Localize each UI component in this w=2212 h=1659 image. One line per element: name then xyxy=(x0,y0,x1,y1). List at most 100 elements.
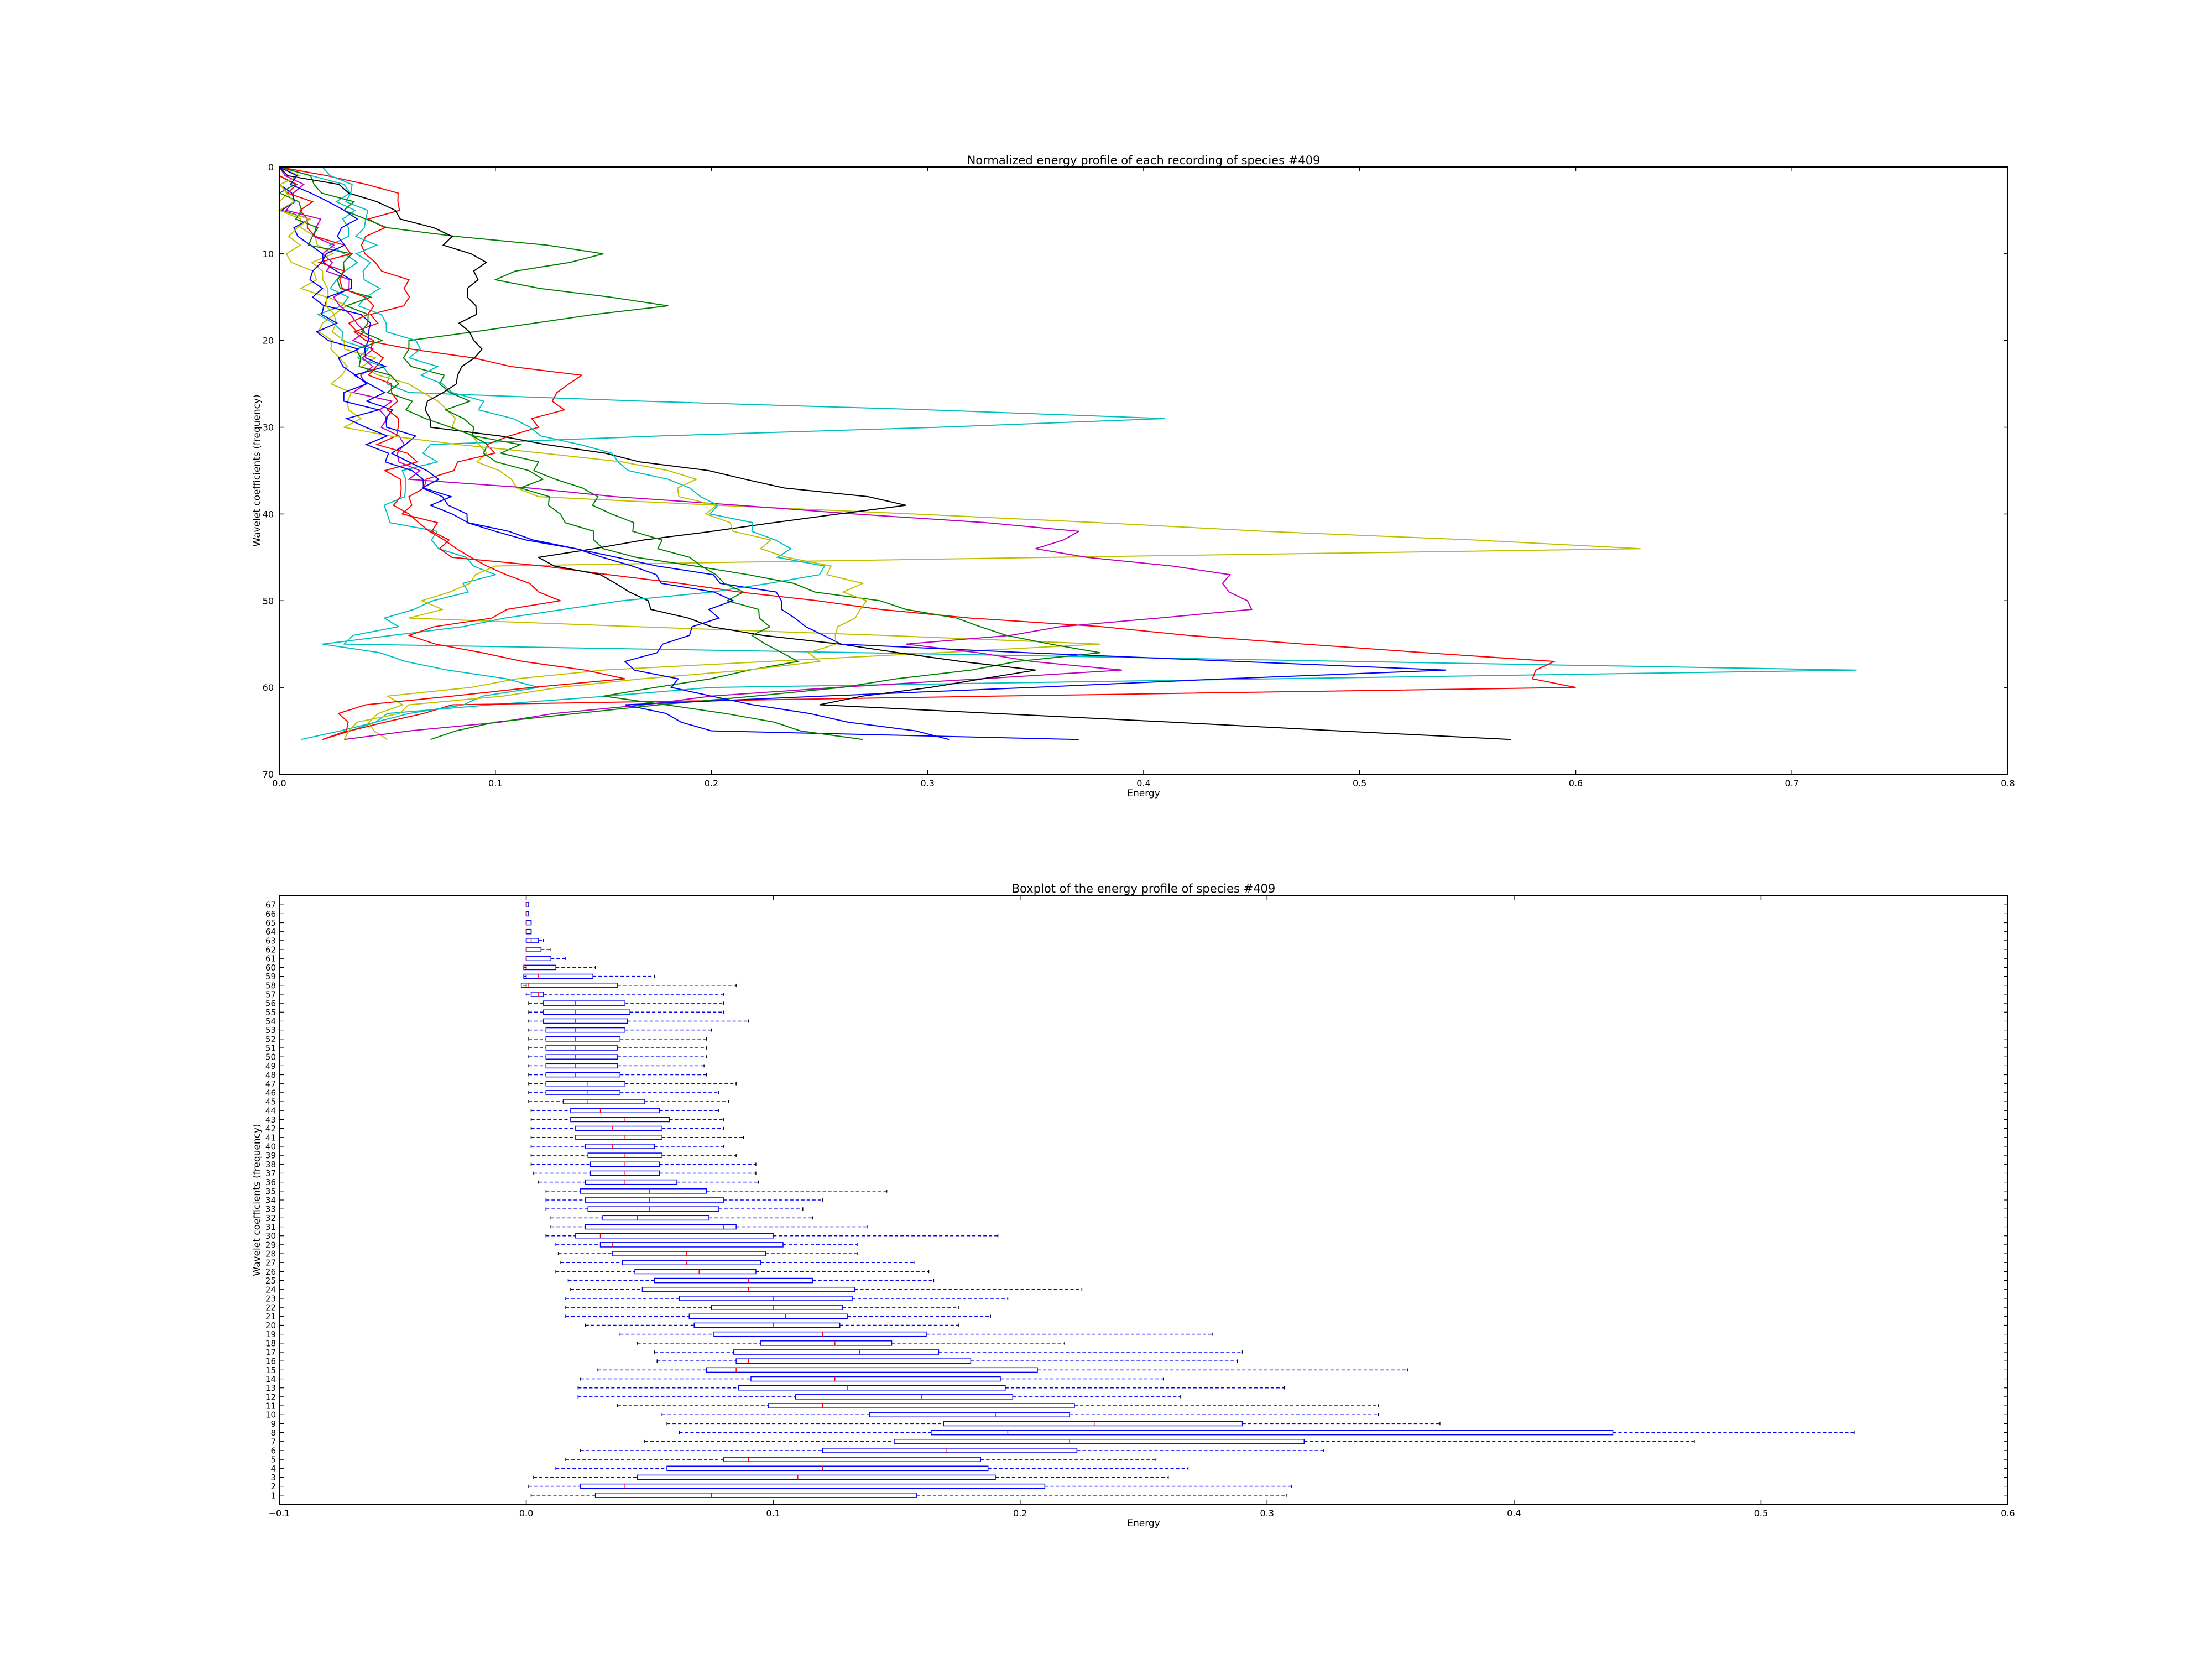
chart2-y-tick-label: 65 xyxy=(265,918,276,928)
chart1-y-tick-label: 20 xyxy=(263,336,274,346)
chart2-y-tick-label: 22 xyxy=(265,1303,276,1313)
chart2-y-tick-label: 38 xyxy=(265,1160,276,1170)
chart2-y-tick-label: 10 xyxy=(265,1410,276,1420)
chart2-box-39 xyxy=(530,1152,737,1158)
chart2-y-tick-label: 20 xyxy=(265,1321,276,1331)
chart2-box-1 xyxy=(530,1493,1287,1498)
chart1-x-tick-label: 0.5 xyxy=(1353,778,1366,789)
chart2-box-rect xyxy=(587,1206,719,1212)
chart2-box-57 xyxy=(525,992,724,997)
chart1-series-line-9 xyxy=(278,167,863,740)
chart2-box-rect xyxy=(822,1448,1078,1453)
chart2-y-tick-label: 39 xyxy=(265,1151,276,1161)
chart2-box-rect xyxy=(585,1144,655,1149)
chart2-y-tick-label: 14 xyxy=(265,1374,276,1384)
chart2-box-3 xyxy=(533,1474,1169,1480)
chart2-box-rect xyxy=(545,1072,621,1078)
chart2-box-rect xyxy=(545,1063,618,1069)
chart2-y-tick-label: 25 xyxy=(265,1276,276,1286)
chart2-box-rect xyxy=(733,1349,940,1355)
chart2-box-2 xyxy=(528,1483,1292,1489)
chart1-series-line-11 xyxy=(278,166,868,740)
chart2-box-rect xyxy=(525,928,532,935)
chart2-box-21 xyxy=(565,1313,991,1319)
chart2-box-67 xyxy=(525,902,529,907)
chart2-box-rect xyxy=(525,956,551,962)
chart2-box-61 xyxy=(525,956,566,962)
chart2-box-rect xyxy=(612,1251,766,1256)
chart2-box-35 xyxy=(545,1188,888,1194)
chart1-x-tick-label: 0.3 xyxy=(921,778,935,789)
chart2-box-25 xyxy=(567,1277,935,1284)
chart2-box-rect xyxy=(575,1134,662,1140)
chart2-y-tick-label: 66 xyxy=(265,909,276,919)
chart2-y-tick-label: 13 xyxy=(265,1383,276,1393)
chart2-box-rect xyxy=(735,1358,972,1364)
chart2-box-23 xyxy=(565,1296,1009,1301)
chart2-x-tick-label: 0.1 xyxy=(766,1508,780,1519)
chart2-box-rect xyxy=(602,1215,709,1221)
chart2-box-rect xyxy=(599,1242,784,1248)
chart1-y-axis-label: Wavelet coefficients (frequency) xyxy=(252,394,263,546)
chart2-box-rect xyxy=(545,1027,625,1033)
chart2-box-44 xyxy=(530,1108,719,1114)
chart2-box-27 xyxy=(560,1260,915,1266)
chart2-box-12 xyxy=(577,1394,1181,1400)
chart1-x-tick-label: 0.1 xyxy=(488,778,502,789)
chart2-y-tick-label: 60 xyxy=(265,963,276,973)
chart2-box-rect xyxy=(768,1403,1075,1408)
chart1-title: Normalized energy profile of each record… xyxy=(967,154,1321,167)
chart2-box-rect xyxy=(545,1054,618,1060)
chart1-series-line-4 xyxy=(279,166,1253,740)
chart2-y-tick-label: 27 xyxy=(265,1258,276,1268)
chart1-x-tick-label: 0.8 xyxy=(2001,778,2015,789)
chart2-box-40 xyxy=(530,1144,724,1149)
chart2-box-41 xyxy=(530,1134,744,1140)
chart2-box-rect xyxy=(931,1430,1614,1436)
chart2-box-rect xyxy=(543,1018,628,1024)
chart2-y-tick-label: 21 xyxy=(265,1312,276,1322)
chart1-x-axis-label: Energy xyxy=(1127,788,1160,799)
chart2-y-tick-label: 59 xyxy=(265,972,276,982)
chart1-y-tick-label: 40 xyxy=(263,509,274,519)
energy-boxplot-chart: Boxplot of the energy profile of species… xyxy=(252,882,2015,1529)
chart1-y-tick-label: 10 xyxy=(263,249,274,259)
chart1-plot-frame xyxy=(279,166,2008,775)
chart2-box-32 xyxy=(550,1215,813,1221)
chart2-y-axis-label: Wavelet coefficients (frequency) xyxy=(252,1124,263,1276)
chart2-box-17 xyxy=(654,1349,1243,1355)
chart2-y-tick-label: 55 xyxy=(265,1008,276,1018)
chart2-box-33 xyxy=(545,1206,804,1212)
chart2-box-rect xyxy=(525,947,542,952)
chart2-title: Boxplot of the energy profile of species… xyxy=(1012,882,1276,895)
chart1-y-tick-label: 60 xyxy=(263,682,274,693)
chart2-box-18 xyxy=(637,1340,1065,1346)
chart2-box-rect xyxy=(575,1233,774,1239)
chart2-y-tick-label: 33 xyxy=(265,1204,276,1214)
chart2-y-tick-label: 5 xyxy=(270,1455,276,1465)
chart2-box-37 xyxy=(533,1170,757,1176)
chart2-box-rect xyxy=(570,1108,660,1114)
chart2-box-rect xyxy=(525,920,532,926)
chart2-y-tick-label: 42 xyxy=(265,1124,276,1134)
chart2-box-22 xyxy=(565,1305,959,1310)
chart2-y-tick-label: 28 xyxy=(265,1249,276,1259)
chart2-box-rect xyxy=(570,1117,670,1123)
chart2-y-tick-label: 41 xyxy=(265,1133,276,1142)
chart2-y-tick-label: 12 xyxy=(265,1392,276,1402)
chart2-y-tick-label: 16 xyxy=(265,1357,276,1366)
chart2-y-tick-label: 2 xyxy=(270,1481,276,1491)
chart2-box-34 xyxy=(545,1197,823,1203)
chart1-series-group xyxy=(278,166,1857,740)
chart2-y-tick-label: 23 xyxy=(265,1293,276,1303)
chart2-box-10 xyxy=(661,1412,1379,1418)
chart2-box-9 xyxy=(666,1421,1441,1427)
chart2-y-tick-label: 54 xyxy=(265,1016,276,1026)
chart1-series-line-5 xyxy=(279,166,1100,740)
chart2-y-tick-label: 61 xyxy=(265,954,276,964)
chart2-box-43 xyxy=(530,1117,724,1123)
chart1-y-tick-label: 70 xyxy=(263,769,274,780)
chart2-box-26 xyxy=(555,1269,930,1275)
chart2-box-rect xyxy=(545,1090,621,1095)
chart2-box-60 xyxy=(523,964,596,971)
